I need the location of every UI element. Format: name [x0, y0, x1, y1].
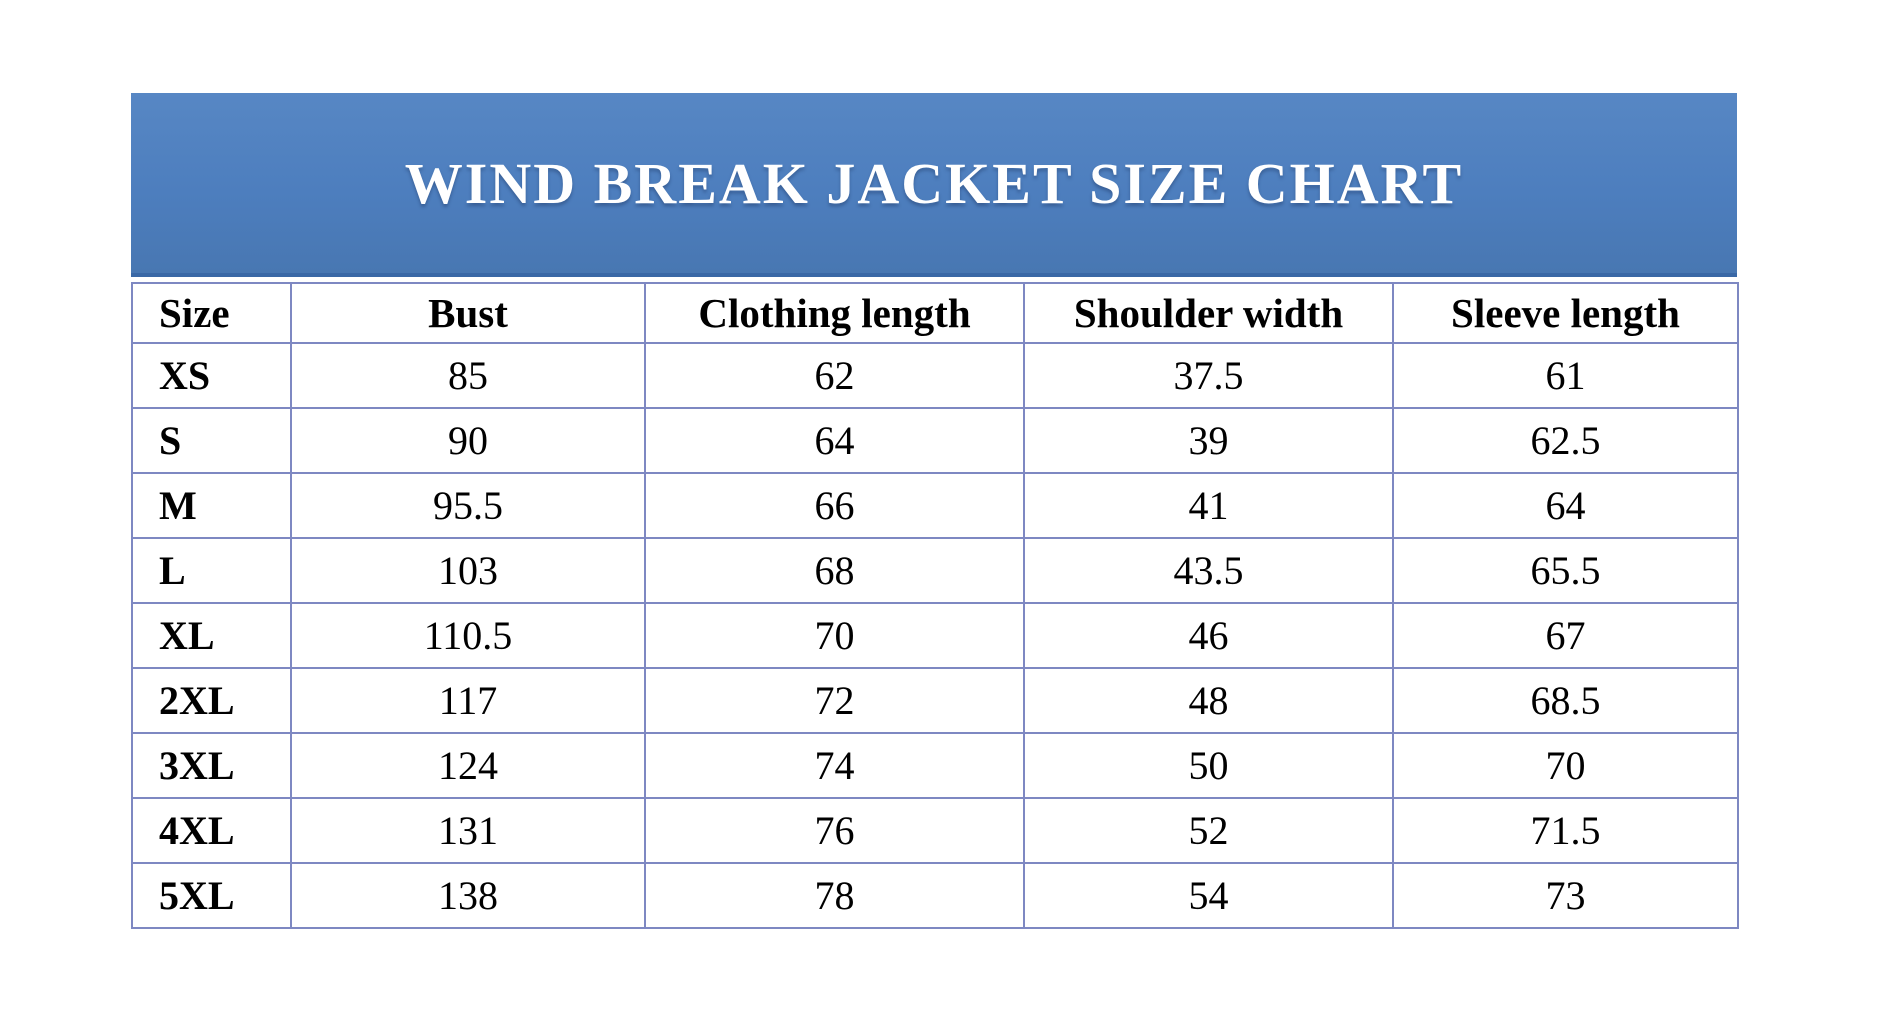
table-row: M 95.5 66 41 64: [131, 472, 1739, 539]
cell-size: M: [131, 472, 292, 539]
cell-bust: 103: [290, 537, 646, 604]
header-cell-shoulder-width: Shoulder width: [1023, 282, 1394, 344]
cell-bust: 131: [290, 797, 646, 864]
cell-size: XS: [131, 342, 292, 409]
cell-sleeve-length: 65.5: [1392, 537, 1739, 604]
cell-bust: 85: [290, 342, 646, 409]
table-row: S 90 64 39 62.5: [131, 407, 1739, 474]
cell-sleeve-length: 62.5: [1392, 407, 1739, 474]
cell-shoulder-width: 41: [1023, 472, 1394, 539]
cell-bust: 95.5: [290, 472, 646, 539]
cell-size: L: [131, 537, 292, 604]
banner-table-divider: [131, 277, 1737, 282]
cell-sleeve-length: 64: [1392, 472, 1739, 539]
cell-bust: 117: [290, 667, 646, 734]
header-cell-size: Size: [131, 282, 292, 344]
table-row: 2XL 117 72 48 68.5: [131, 667, 1739, 734]
header-cell-bust: Bust: [290, 282, 646, 344]
cell-shoulder-width: 46: [1023, 602, 1394, 669]
cell-sleeve-length: 70: [1392, 732, 1739, 799]
table-row: XL 110.5 70 46 67: [131, 602, 1739, 669]
cell-size: 2XL: [131, 667, 292, 734]
cell-clothing-length: 68: [644, 537, 1025, 604]
cell-size: XL: [131, 602, 292, 669]
cell-sleeve-length: 73: [1392, 862, 1739, 929]
table-row: 4XL 131 76 52 71.5: [131, 797, 1739, 864]
page-title: WIND BREAK JACKET SIZE CHART: [404, 150, 1464, 216]
cell-bust: 138: [290, 862, 646, 929]
cell-clothing-length: 74: [644, 732, 1025, 799]
size-chart: WIND BREAK JACKET SIZE CHART Size Bust C…: [131, 93, 1739, 929]
title-banner: WIND BREAK JACKET SIZE CHART: [131, 93, 1737, 277]
cell-bust: 124: [290, 732, 646, 799]
cell-shoulder-width: 54: [1023, 862, 1394, 929]
table-header-row: Size Bust Clothing length Shoulder width…: [131, 282, 1739, 344]
cell-shoulder-width: 39: [1023, 407, 1394, 474]
cell-clothing-length: 76: [644, 797, 1025, 864]
cell-shoulder-width: 37.5: [1023, 342, 1394, 409]
table-row: L 103 68 43.5 65.5: [131, 537, 1739, 604]
table-row: 3XL 124 74 50 70: [131, 732, 1739, 799]
table-row: 5XL 138 78 54 73: [131, 862, 1739, 929]
table-row: XS 85 62 37.5 61: [131, 342, 1739, 409]
size-table: Size Bust Clothing length Shoulder width…: [131, 282, 1739, 929]
cell-size: S: [131, 407, 292, 474]
cell-clothing-length: 66: [644, 472, 1025, 539]
cell-size: 5XL: [131, 862, 292, 929]
cell-shoulder-width: 43.5: [1023, 537, 1394, 604]
cell-sleeve-length: 71.5: [1392, 797, 1739, 864]
cell-sleeve-length: 68.5: [1392, 667, 1739, 734]
cell-bust: 110.5: [290, 602, 646, 669]
cell-bust: 90: [290, 407, 646, 474]
cell-sleeve-length: 61: [1392, 342, 1739, 409]
cell-clothing-length: 70: [644, 602, 1025, 669]
cell-sleeve-length: 67: [1392, 602, 1739, 669]
cell-clothing-length: 64: [644, 407, 1025, 474]
cell-size: 4XL: [131, 797, 292, 864]
cell-clothing-length: 78: [644, 862, 1025, 929]
header-cell-sleeve-length: Sleeve length: [1392, 282, 1739, 344]
cell-clothing-length: 62: [644, 342, 1025, 409]
cell-shoulder-width: 50: [1023, 732, 1394, 799]
cell-shoulder-width: 48: [1023, 667, 1394, 734]
cell-size: 3XL: [131, 732, 292, 799]
cell-shoulder-width: 52: [1023, 797, 1394, 864]
header-cell-clothing-length: Clothing length: [644, 282, 1025, 344]
cell-clothing-length: 72: [644, 667, 1025, 734]
